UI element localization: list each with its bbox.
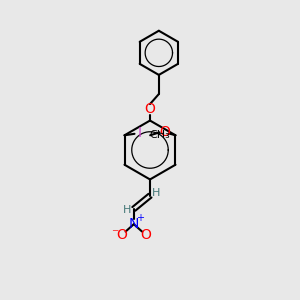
Text: O: O bbox=[145, 102, 155, 116]
Text: ⁻: ⁻ bbox=[111, 227, 118, 241]
Text: H: H bbox=[123, 206, 131, 215]
Text: H: H bbox=[152, 188, 161, 198]
Text: N: N bbox=[129, 217, 139, 231]
Text: O: O bbox=[116, 228, 127, 242]
Text: O: O bbox=[159, 125, 170, 139]
Text: I: I bbox=[138, 126, 142, 140]
Text: CH₃: CH₃ bbox=[149, 130, 170, 140]
Text: O: O bbox=[141, 228, 152, 242]
Text: +: + bbox=[136, 213, 144, 223]
